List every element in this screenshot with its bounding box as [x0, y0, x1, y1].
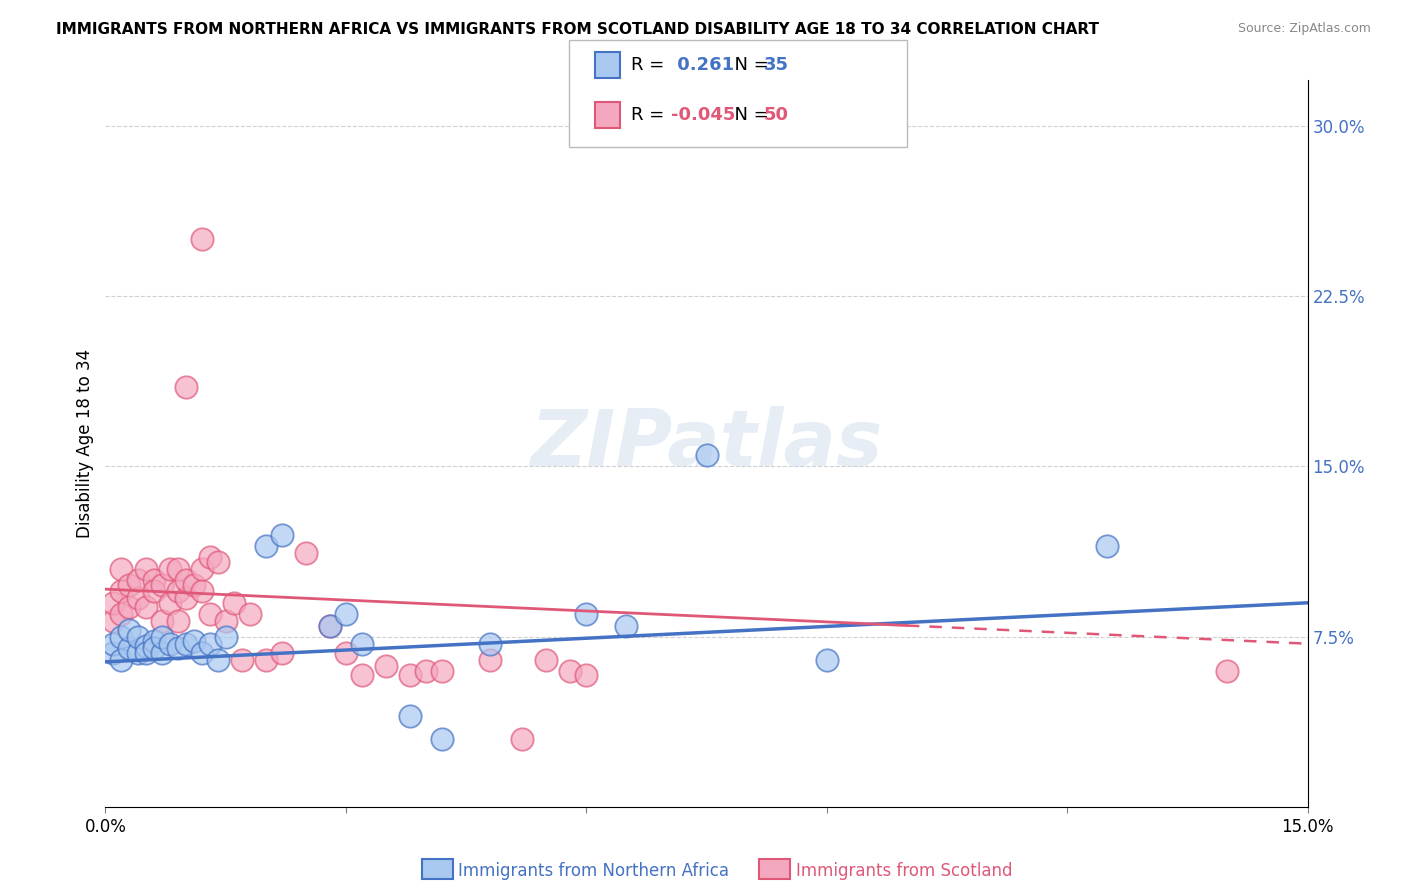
Point: [207, 555, 229, 569]
Point: [222, 596, 245, 610]
Point: [150, 614, 173, 628]
Point: [110, 607, 132, 622]
Point: [135, 639, 157, 653]
Point: [335, 646, 357, 660]
Point: [198, 637, 221, 651]
Point: [415, 664, 437, 678]
Point: [135, 600, 157, 615]
Point: [335, 607, 357, 622]
Point: [270, 646, 292, 660]
Point: [575, 668, 598, 682]
Point: [815, 652, 838, 666]
Point: [190, 584, 212, 599]
Text: Source: ZipAtlas.com: Source: ZipAtlas.com: [1237, 22, 1371, 36]
Text: N =: N =: [723, 56, 775, 74]
Point: [430, 732, 453, 747]
Point: [159, 637, 181, 651]
Point: [118, 641, 141, 656]
Point: [118, 600, 141, 615]
Point: [135, 562, 157, 576]
Point: [166, 641, 188, 656]
Point: [190, 232, 212, 246]
Point: [135, 646, 157, 660]
Point: [159, 562, 181, 576]
Point: [142, 641, 165, 656]
Y-axis label: Disability Age 18 to 34: Disability Age 18 to 34: [76, 349, 94, 539]
Point: [479, 652, 502, 666]
Point: [214, 614, 236, 628]
Point: [190, 646, 212, 660]
Point: [374, 659, 398, 673]
Point: [1216, 664, 1239, 678]
Point: [166, 584, 188, 599]
Point: [103, 596, 125, 610]
Point: [560, 664, 582, 678]
Point: [103, 637, 125, 651]
Point: [110, 562, 132, 576]
Point: [295, 546, 318, 560]
Point: [399, 709, 422, 723]
Point: [319, 618, 342, 632]
Point: [127, 630, 149, 644]
Point: [214, 630, 236, 644]
Point: [103, 646, 125, 660]
Point: [350, 637, 373, 651]
Point: [127, 573, 149, 587]
Text: 50: 50: [763, 106, 789, 124]
Point: [479, 637, 502, 651]
Text: N =: N =: [723, 106, 775, 124]
Point: [150, 630, 173, 644]
Point: [127, 646, 149, 660]
Point: [110, 630, 132, 644]
Text: -0.045: -0.045: [671, 106, 735, 124]
Point: [183, 577, 205, 591]
Point: [575, 607, 598, 622]
Point: [127, 591, 149, 606]
Text: R =: R =: [631, 106, 671, 124]
Point: [1097, 539, 1119, 553]
Point: [174, 591, 197, 606]
Point: [319, 618, 342, 632]
Point: [174, 637, 197, 651]
Text: Immigrants from Scotland: Immigrants from Scotland: [796, 863, 1012, 880]
Point: [174, 380, 197, 394]
Point: [350, 668, 373, 682]
Text: 0.261: 0.261: [671, 56, 734, 74]
Text: R =: R =: [631, 56, 671, 74]
Point: [142, 634, 165, 648]
Point: [118, 577, 141, 591]
Point: [142, 584, 165, 599]
Point: [150, 646, 173, 660]
Point: [399, 668, 422, 682]
Point: [231, 652, 253, 666]
Point: [118, 623, 141, 637]
Point: [430, 664, 453, 678]
Point: [103, 614, 125, 628]
Point: [198, 607, 221, 622]
Text: ZIPatlas: ZIPatlas: [530, 406, 883, 482]
Point: [110, 652, 132, 666]
Point: [183, 634, 205, 648]
Point: [270, 527, 292, 541]
Point: [166, 614, 188, 628]
Text: IMMIGRANTS FROM NORTHERN AFRICA VS IMMIGRANTS FROM SCOTLAND DISABILITY AGE 18 TO: IMMIGRANTS FROM NORTHERN AFRICA VS IMMIG…: [56, 22, 1099, 37]
Text: 35: 35: [763, 56, 789, 74]
Point: [159, 596, 181, 610]
Point: [142, 573, 165, 587]
Point: [110, 584, 132, 599]
Point: [190, 562, 212, 576]
Text: Immigrants from Northern Africa: Immigrants from Northern Africa: [458, 863, 730, 880]
Point: [150, 577, 173, 591]
Point: [696, 448, 718, 462]
Point: [239, 607, 262, 622]
Point: [254, 539, 277, 553]
Point: [198, 550, 221, 565]
Point: [534, 652, 557, 666]
Point: [207, 652, 229, 666]
Point: [174, 573, 197, 587]
Point: [166, 562, 188, 576]
Point: [254, 652, 277, 666]
Point: [510, 732, 533, 747]
Point: [616, 618, 638, 632]
